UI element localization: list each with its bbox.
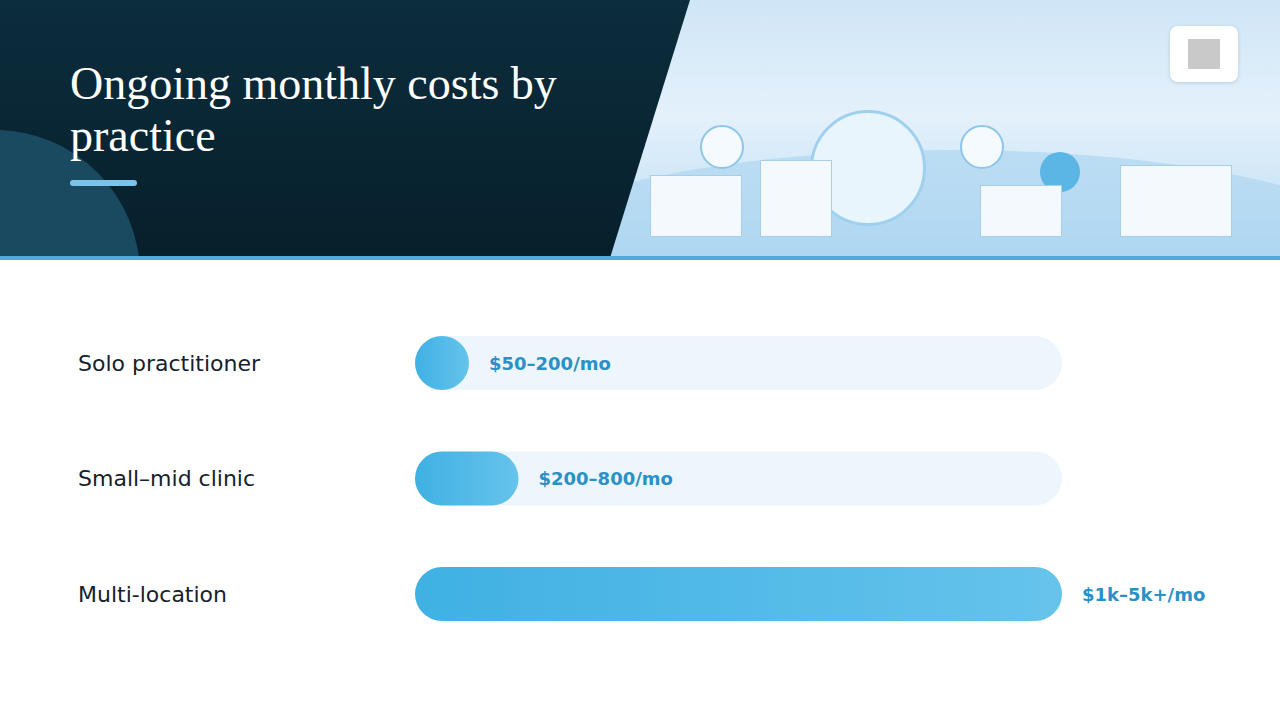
svg-text:Small–mid clinic: Small–mid clinic (78, 466, 255, 491)
svg-text:Solo practitioner: Solo practitioner (78, 351, 261, 376)
svg-text:Multi-location: Multi-location (78, 582, 227, 607)
html-text:Ongoing monthly costs by pract: Ongoing monthly costs by practice (70, 58, 557, 161)
svg-text:$1k–5k+/mo: $1k–5k+/mo (1082, 584, 1205, 605)
svg-text:$50–200/mo: $50–200/mo (489, 353, 611, 374)
svg-text:$200–800/mo: $200–800/mo (539, 468, 673, 489)
